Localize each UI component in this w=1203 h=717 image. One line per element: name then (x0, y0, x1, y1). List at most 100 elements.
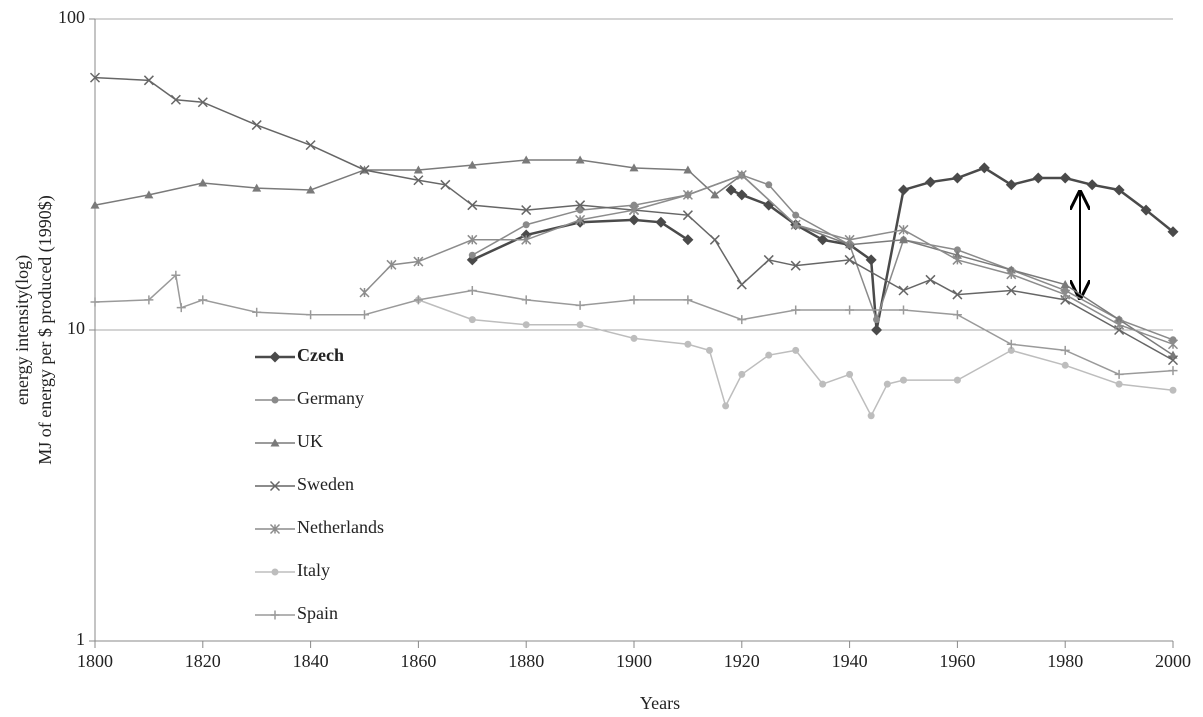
point (251, 120, 262, 131)
legend-marker (270, 610, 280, 620)
point (1006, 339, 1016, 349)
x-tick-label: 2000 (1155, 651, 1191, 671)
point (198, 295, 208, 305)
series-line (418, 299, 1174, 418)
point (629, 163, 639, 172)
point (898, 184, 909, 196)
legend-label: Sweden (297, 474, 354, 494)
point (736, 189, 748, 201)
point (522, 321, 530, 329)
point (952, 310, 962, 320)
point (736, 279, 747, 290)
point (953, 376, 961, 384)
x-tick-label: 1900 (616, 651, 652, 671)
point (952, 289, 963, 300)
point (630, 334, 638, 342)
point (845, 305, 855, 315)
point (898, 224, 909, 235)
point (575, 155, 585, 164)
point (1167, 339, 1179, 350)
point (467, 160, 477, 169)
x-tick-label: 1840 (293, 651, 329, 671)
point (865, 254, 877, 266)
point (467, 200, 478, 211)
point (521, 234, 532, 245)
point (628, 214, 640, 226)
legend-label: Spain (297, 603, 338, 623)
point (1006, 285, 1017, 296)
series-line (94, 159, 1174, 356)
point (846, 370, 854, 378)
x-tick-label: 1800 (77, 651, 113, 671)
series (414, 296, 1177, 420)
legend-label: UK (297, 431, 323, 451)
point (725, 184, 737, 196)
point (630, 201, 638, 209)
point (1140, 204, 1152, 216)
y-tick-label: 100 (58, 7, 85, 27)
point (1168, 366, 1178, 376)
point (1060, 280, 1070, 289)
point (844, 234, 855, 245)
point (763, 254, 774, 265)
point (89, 72, 101, 83)
point (1032, 172, 1044, 184)
point (197, 97, 208, 108)
point (924, 176, 936, 188)
point (682, 189, 693, 200)
point (521, 205, 532, 216)
point (198, 178, 208, 187)
point (817, 234, 829, 246)
point (705, 346, 713, 354)
point (468, 251, 476, 259)
x-tick-label: 1940 (832, 651, 868, 671)
point (684, 340, 692, 348)
legend-marker (270, 438, 280, 447)
point (413, 175, 424, 186)
point (682, 234, 694, 246)
point (466, 254, 478, 266)
point (90, 297, 100, 307)
point (413, 165, 423, 174)
point (576, 321, 584, 329)
legend-marker (271, 396, 279, 404)
point (144, 295, 154, 305)
point (1168, 350, 1178, 359)
point (306, 310, 316, 320)
legend-label: Netherlands (297, 517, 384, 537)
x-tick-label: 1960 (939, 651, 975, 671)
point (710, 190, 720, 199)
point (655, 216, 667, 228)
point (144, 190, 154, 199)
x-axis-label: Years (640, 693, 680, 713)
point (468, 316, 476, 324)
point (360, 310, 369, 320)
point (1114, 369, 1124, 379)
point (709, 234, 720, 245)
point (1005, 179, 1017, 191)
point (792, 346, 800, 354)
series-line (94, 76, 1174, 361)
point (413, 295, 423, 305)
series-line (471, 174, 1174, 341)
point (683, 295, 693, 305)
point (1113, 184, 1125, 196)
point (682, 210, 693, 221)
x-tick-label: 1820 (185, 651, 221, 671)
series (359, 169, 1179, 350)
point (722, 402, 730, 410)
point (413, 256, 424, 267)
point (1086, 179, 1098, 191)
point (899, 235, 908, 244)
point (871, 324, 883, 336)
point (978, 162, 990, 174)
legend-label: Czech (297, 345, 344, 365)
legend-marker (269, 523, 281, 535)
point (1060, 345, 1070, 355)
point (576, 206, 584, 214)
y-axis-label: energy intensity(log) (12, 255, 33, 405)
series (468, 171, 1177, 344)
point (467, 234, 478, 245)
x-tick-label: 1980 (1047, 651, 1083, 671)
